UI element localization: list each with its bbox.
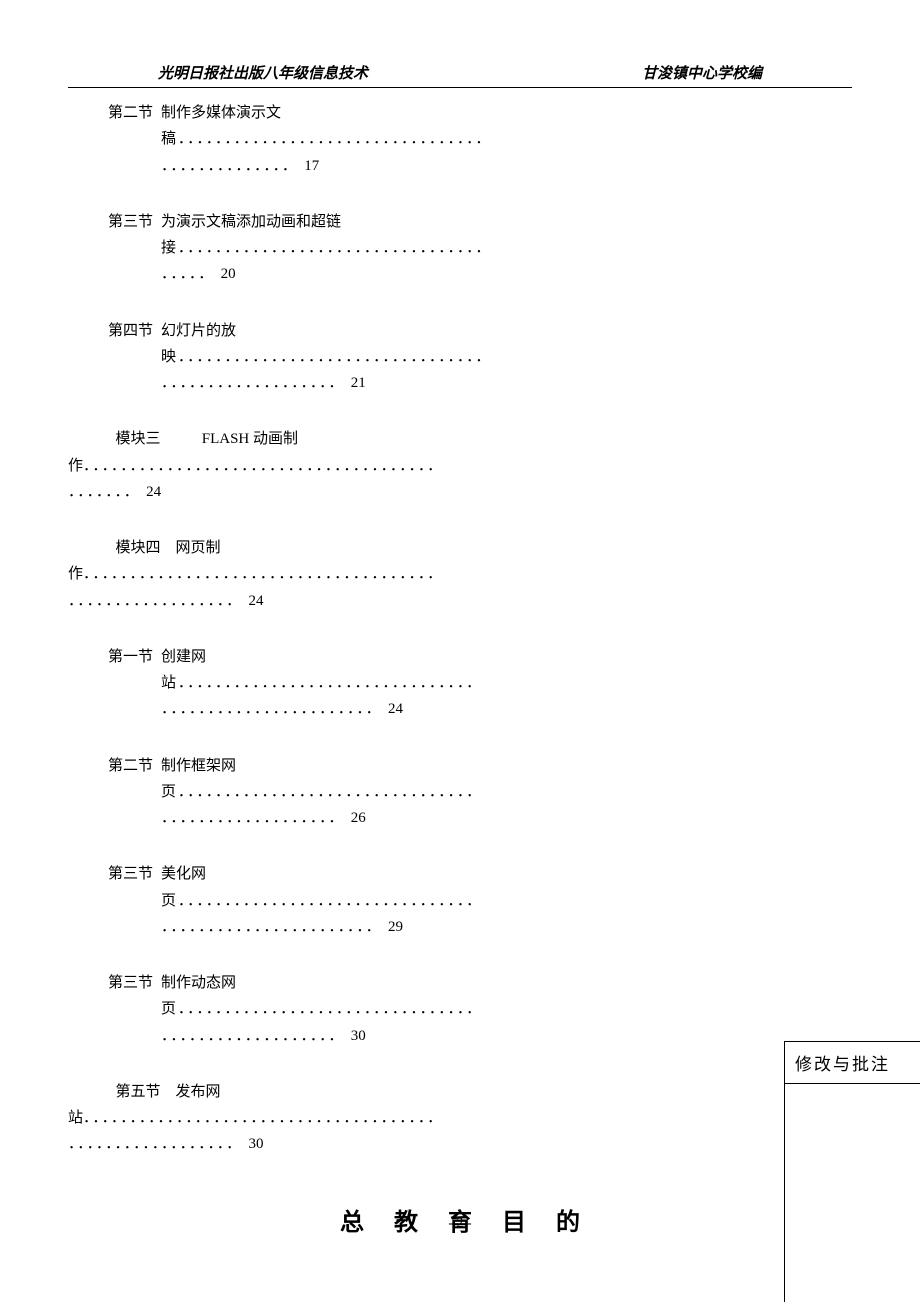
toc-label: 第三节: [68, 209, 153, 235]
module-dots-page: ．．．．．．． 24: [68, 479, 852, 505]
toc-title: 制作多媒体演示文: [161, 100, 852, 126]
toc-dots: 页．．．．．．．．．．．．．．．．．．．．．．．．．．．．．．．．: [161, 996, 852, 1022]
toc-body: 为演示文稿添加动画和超链接．．．．．．．．．．．．．．．．．．．．．．．．．．．…: [153, 209, 852, 288]
toc-body: 制作多媒体演示文稿．．．．．．．．．．．．．．．．．．．．．．．．．．．．．．．…: [153, 100, 852, 179]
toc-label: 第四节: [68, 318, 153, 344]
toc-module: 模块三 FLASH 动画制作．．．．．．．．．．．．．．．．．．．．．．．．．．…: [68, 426, 852, 505]
toc-entry: 第一节 创建网站．．．．．．．．．．．．．．．．．．．．．．．．．．．．．．．．…: [68, 644, 852, 723]
toc-dots-page: ．．．．． 20: [161, 261, 852, 287]
header-left: 光明日报社出版八年级信息技术: [158, 62, 368, 83]
toc-title: 创建网: [161, 644, 852, 670]
toc-title: 制作框架网: [161, 753, 852, 779]
toc-label: 第二节: [68, 100, 153, 126]
module-dots-page: ．．．．．．．．．．．．．．．．．． 30: [68, 1131, 852, 1157]
toc-body: 美化网页．．．．．．．．．．．．．．．．．．．．．．．．．．．．．．．．．．．．…: [153, 861, 852, 940]
annotation-label: 修改与批注: [795, 1055, 890, 1074]
module-title: 第五节 发布网: [68, 1079, 852, 1105]
toc-dots-page: ．．．．．．．．．．．．．．．．．．． 21: [161, 370, 852, 396]
toc-row: 第四节 幻灯片的放映．．．．．．．．．．．．．．．．．．．．．．．．．．．．．．…: [68, 318, 852, 397]
page-number: - 2 -: [0, 1216, 920, 1232]
toc-entry: 第三节 美化网页．．．．．．．．．．．．．．．．．．．．．．．．．．．．．．．．…: [68, 861, 852, 940]
module-dots: 作．．．．．．．．．．．．．．．．．．．．．．．．．．．．．．．．．．．．．．: [68, 453, 852, 479]
toc-dots: 稿．．．．．．．．．．．．．．．．．．．．．．．．．．．．．．．．．: [161, 126, 852, 152]
toc-body: 制作动态网页．．．．．．．．．．．．．．．．．．．．．．．．．．．．．．．．．．…: [153, 970, 852, 1049]
toc-body: 幻灯片的放映．．．．．．．．．．．．．．．．．．．．．．．．．．．．．．．．．．…: [153, 318, 852, 397]
toc-module: 模块四 网页制作．．．．．．．．．．．．．．．．．．．．．．．．．．．．．．．．…: [68, 535, 852, 614]
module-dots: 作．．．．．．．．．．．．．．．．．．．．．．．．．．．．．．．．．．．．．．: [68, 561, 852, 587]
toc-dots-page: ．．．．．．．．．．．．．．．．．．．．．．． 24: [161, 696, 852, 722]
toc-row: 第三节 为演示文稿添加动画和超链接．．．．．．．．．．．．．．．．．．．．．．．…: [68, 209, 852, 288]
toc-row: 第一节 创建网站．．．．．．．．．．．．．．．．．．．．．．．．．．．．．．．．…: [68, 644, 852, 723]
toc-label: 第一节: [68, 644, 153, 670]
toc-dots: 映．．．．．．．．．．．．．．．．．．．．．．．．．．．．．．．．．: [161, 344, 852, 370]
module-title: 模块三 FLASH 动画制: [68, 426, 852, 452]
toc-dots-page: ．．．．．．．．．．．．．． 17: [161, 153, 852, 179]
toc-row: 第二节 制作框架网页．．．．．．．．．．．．．．．．．．．．．．．．．．．．．．…: [68, 753, 852, 832]
page-container: 光明日报社出版八年级信息技术 甘浚镇中心学校编 第二节制作多媒体演示文稿．．．．…: [0, 0, 920, 1237]
toc-dots: 页．．．．．．．．．．．．．．．．．．．．．．．．．．．．．．．．: [161, 888, 852, 914]
toc-entry: 第二节制作多媒体演示文稿．．．．．．．．．．．．．．．．．．．．．．．．．．．．…: [68, 100, 852, 179]
toc-entry: 第二节 制作框架网页．．．．．．．．．．．．．．．．．．．．．．．．．．．．．．…: [68, 753, 852, 832]
toc-dots-page: ．．．．．．．．．．．．．．．．．．．．．．． 29: [161, 914, 852, 940]
toc-dots: 页．．．．．．．．．．．．．．．．．．．．．．．．．．．．．．．．: [161, 779, 852, 805]
page-header: 光明日报社出版八年级信息技术 甘浚镇中心学校编: [68, 62, 852, 88]
toc-body: 创建网站．．．．．．．．．．．．．．．．．．．．．．．．．．．．．．．．．．．．…: [153, 644, 852, 723]
toc-entry: 第三节 制作动态网页．．．．．．．．．．．．．．．．．．．．．．．．．．．．．．…: [68, 970, 852, 1049]
toc-dots: 接．．．．．．．．．．．．．．．．．．．．．．．．．．．．．．．．．: [161, 235, 852, 261]
toc-label: 第三节: [68, 970, 153, 996]
toc-label: 第二节: [68, 753, 153, 779]
module-title: 模块四 网页制: [68, 535, 852, 561]
toc-row: 第二节制作多媒体演示文稿．．．．．．．．．．．．．．．．．．．．．．．．．．．．…: [68, 100, 852, 179]
toc-dots: 站．．．．．．．．．．．．．．．．．．．．．．．．．．．．．．．．: [161, 670, 852, 696]
toc-title: 为演示文稿添加动画和超链: [161, 209, 852, 235]
toc-row: 第三节 制作动态网页．．．．．．．．．．．．．．．．．．．．．．．．．．．．．．…: [68, 970, 852, 1049]
annotation-box: 修改与批注: [784, 1041, 920, 1084]
toc-row: 第三节 美化网页．．．．．．．．．．．．．．．．．．．．．．．．．．．．．．．．…: [68, 861, 852, 940]
toc-module: 第五节 发布网站．．．．．．．．．．．．．．．．．．．．．．．．．．．．．．．．…: [68, 1079, 852, 1158]
header-right: 甘浚镇中心学校编: [642, 62, 762, 83]
toc-entry: 第三节 为演示文稿添加动画和超链接．．．．．．．．．．．．．．．．．．．．．．．…: [68, 209, 852, 288]
toc-label: 第三节: [68, 861, 153, 887]
toc-body: 制作框架网页．．．．．．．．．．．．．．．．．．．．．．．．．．．．．．．．．．…: [153, 753, 852, 832]
toc-title: 幻灯片的放: [161, 318, 852, 344]
annotation-extend: [784, 1081, 920, 1302]
toc-dots-page: ．．．．．．．．．．．．．．．．．．． 26: [161, 805, 852, 831]
toc-title: 美化网: [161, 861, 852, 887]
module-dots-page: ．．．．．．．．．．．．．．．．．． 24: [68, 588, 852, 614]
toc-area: 第二节制作多媒体演示文稿．．．．．．．．．．．．．．．．．．．．．．．．．．．．…: [68, 100, 852, 1158]
toc-title: 制作动态网: [161, 970, 852, 996]
toc-entry: 第四节 幻灯片的放映．．．．．．．．．．．．．．．．．．．．．．．．．．．．．．…: [68, 318, 852, 397]
module-dots: 站．．．．．．．．．．．．．．．．．．．．．．．．．．．．．．．．．．．．．．: [68, 1105, 852, 1131]
toc-dots-page: ．．．．．．．．．．．．．．．．．．． 30: [161, 1023, 852, 1049]
